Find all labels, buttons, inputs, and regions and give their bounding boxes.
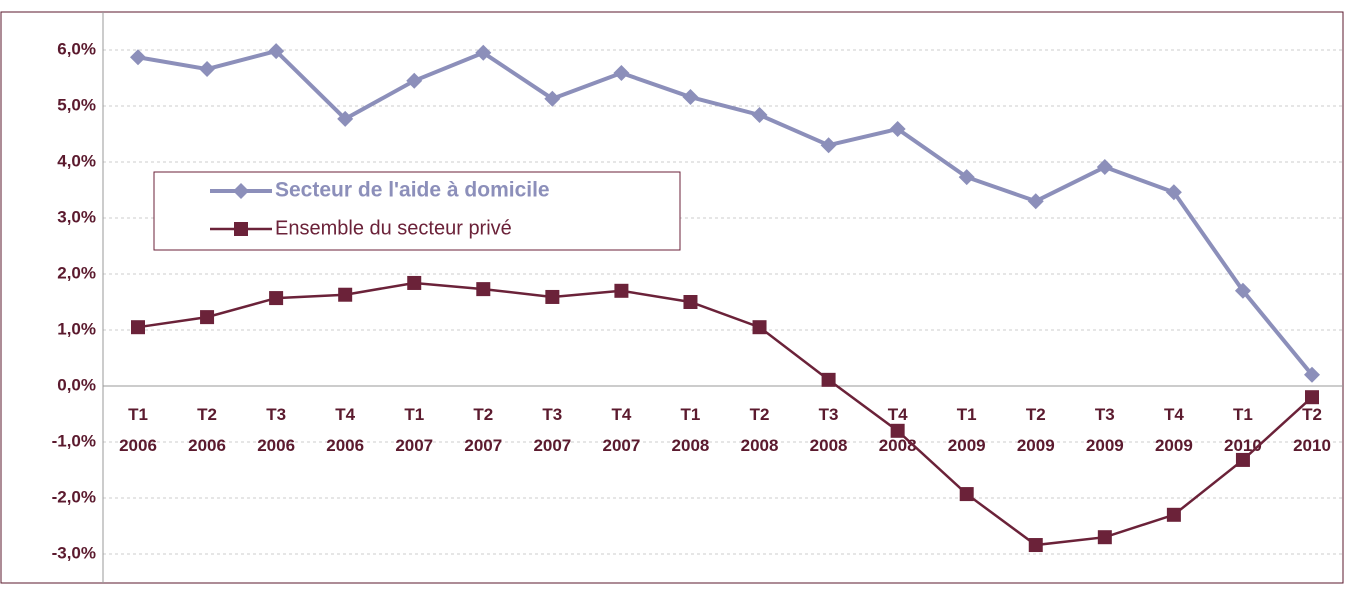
point <box>1234 282 1251 299</box>
point <box>338 287 353 302</box>
legend-label: Ensemble du secteur privé <box>275 217 512 239</box>
x-tick-label: T2 2009 <box>1017 405 1055 455</box>
point <box>1096 159 1113 176</box>
x-tick-label: T2 2008 <box>741 405 779 455</box>
y-tick-label: -3,0% <box>52 543 96 562</box>
point <box>406 72 423 89</box>
point <box>475 44 492 61</box>
y-tick-label: 4,0% <box>57 151 96 170</box>
x-tick-label: T2 2006 <box>188 405 226 455</box>
point <box>268 43 285 60</box>
point <box>682 89 699 106</box>
point <box>130 49 146 66</box>
point <box>1304 366 1320 383</box>
y-tick-label: 2,0% <box>57 263 96 282</box>
x-tick-label: T3 2006 <box>257 405 295 455</box>
x-tick-label: T4 2008 <box>879 405 917 455</box>
y-tick-label: 6,0% <box>57 39 96 58</box>
point <box>820 137 837 154</box>
point <box>545 289 560 304</box>
point <box>269 291 284 306</box>
point <box>959 487 974 502</box>
x-tick-label: T4 2009 <box>1155 405 1193 455</box>
x-tick-label: T3 2008 <box>810 405 848 455</box>
point <box>683 295 698 309</box>
x-tick-label: T3 2009 <box>1086 405 1124 455</box>
point <box>613 64 630 81</box>
legend-label: Secteur de l'aide à domicile <box>275 179 550 202</box>
point <box>1305 390 1319 405</box>
x-tick-label: T1 2010 <box>1224 405 1262 455</box>
point <box>1028 538 1043 553</box>
x-tick-label: T2 2007 <box>464 405 502 455</box>
point <box>544 90 561 107</box>
point <box>614 283 629 298</box>
legend-marker <box>233 183 249 199</box>
y-tick-label: 0,0% <box>57 375 96 394</box>
x-tick-label: T2 2010 <box>1293 405 1331 455</box>
y-tick-label: -2,0% <box>52 487 96 506</box>
y-tick-label: 5,0% <box>57 95 96 114</box>
point <box>1097 530 1112 545</box>
chart-frame <box>0 11 1344 584</box>
y-tick-label: 3,0% <box>57 207 96 226</box>
y-tick-label: -1,0% <box>52 431 96 450</box>
point <box>890 423 905 438</box>
point <box>821 372 836 387</box>
point <box>751 106 768 123</box>
point <box>889 120 906 137</box>
x-tick-label: T1 2007 <box>395 405 433 455</box>
x-tick-label: T4 2007 <box>602 405 640 455</box>
series-line <box>137 281 1313 547</box>
x-tick-label: T1 2006 <box>119 405 157 455</box>
x-tick-label: T1 2009 <box>948 405 986 455</box>
point <box>752 320 767 335</box>
y-tick-label: 1,0% <box>57 319 96 338</box>
legend-marker <box>234 222 248 236</box>
series-line <box>137 48 1314 377</box>
point <box>1166 507 1181 522</box>
point <box>1165 184 1182 201</box>
point <box>476 282 491 297</box>
point <box>1027 193 1044 210</box>
point <box>1235 452 1250 467</box>
point <box>407 275 422 290</box>
point <box>199 61 216 78</box>
point <box>337 110 354 127</box>
point <box>200 310 215 325</box>
x-tick-label: T1 2008 <box>672 405 710 455</box>
point <box>131 320 145 335</box>
point <box>958 169 975 186</box>
x-tick-label: T4 2006 <box>326 405 364 455</box>
x-tick-label: T3 2007 <box>533 405 571 455</box>
